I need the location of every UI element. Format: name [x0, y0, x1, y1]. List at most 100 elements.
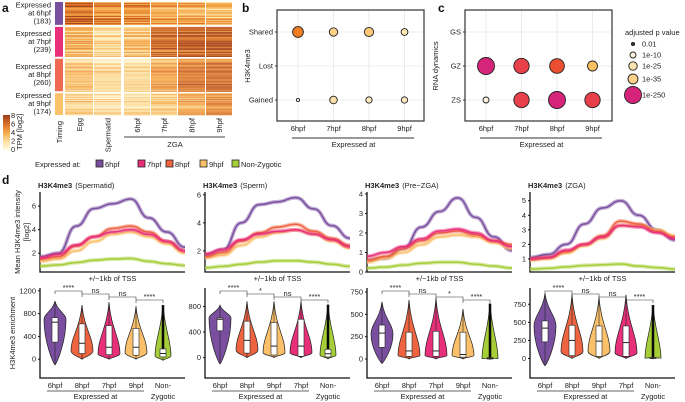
heatmap-cell	[206, 100, 232, 102]
x-tick-label: 6hpf	[375, 381, 391, 390]
heatmap-cell	[124, 62, 150, 64]
heatmap-cell	[151, 61, 177, 63]
heatmap-cell	[94, 107, 121, 109]
box	[216, 317, 224, 332]
heatmap-cell	[94, 101, 121, 103]
heatmap-cell	[206, 14, 232, 16]
heatmap-cell	[94, 20, 121, 22]
heatmap-cell	[206, 27, 232, 29]
heatmap-cell	[206, 97, 232, 99]
heatmap-cell	[178, 42, 205, 44]
y-tick-label: 400	[23, 332, 36, 341]
heatmap-cell	[178, 38, 205, 40]
y-tick-label: 2	[32, 249, 36, 258]
heatmap-cell	[206, 96, 232, 98]
heatmap-cell	[124, 80, 150, 82]
heatmap-cell	[151, 8, 177, 10]
heatmap-cell	[65, 79, 93, 81]
size-legend-key	[628, 61, 638, 71]
heatmap-cell	[94, 90, 121, 92]
heatmap-cell	[65, 19, 93, 21]
heatmap-cell	[94, 84, 121, 86]
heatmap-cell	[124, 76, 150, 78]
heatmap-cell	[206, 62, 232, 64]
heatmap-cell	[65, 49, 93, 51]
heatmap-cell	[151, 62, 177, 64]
colorbar-segment	[3, 124, 10, 126]
heatmap-cell	[178, 9, 205, 11]
x-tick-label: 9hpf	[585, 124, 601, 133]
significance-bracket	[462, 299, 491, 303]
heatmap-cell	[124, 109, 150, 111]
heatmap-cell	[151, 37, 177, 39]
heatmap-cell	[65, 62, 93, 64]
heatmap-cell	[124, 59, 150, 61]
heatmap-cell	[206, 64, 232, 66]
y-tick-label: 4	[32, 225, 36, 234]
heatmap-cell	[206, 34, 232, 36]
heatmap-cell	[151, 84, 177, 86]
heatmap-cell	[178, 65, 205, 67]
heatmap-cell	[65, 38, 93, 40]
x-tick-label: 7hpf	[294, 381, 310, 390]
box	[270, 322, 278, 356]
heatmap-cell	[94, 44, 121, 46]
heatmap-cell	[178, 43, 205, 45]
heatmap-cell	[206, 85, 232, 87]
series-line-6hpf	[39, 198, 186, 258]
colorbar-segment	[3, 149, 10, 151]
significance-label: ns	[119, 289, 127, 298]
heatmap-cell	[94, 28, 121, 30]
subplot-title: H3K4me3 (Pre−ZGA)	[365, 181, 439, 190]
x-axis-title: +/−1kb of TSS	[579, 274, 627, 283]
heatmap-cell	[178, 75, 205, 77]
heatmap-cell	[151, 71, 177, 73]
colorbar-segment	[3, 143, 10, 145]
heatmap-cell	[178, 82, 205, 84]
heatmap-cell	[94, 11, 121, 13]
heatmap-cell	[206, 17, 232, 19]
heatmap-cell	[65, 30, 93, 32]
heatmap-cell	[151, 21, 177, 23]
heatmap-cell	[94, 80, 121, 82]
colorbar-segment	[3, 148, 10, 150]
colorbar-tick: 0	[11, 145, 15, 154]
heatmap-cell	[124, 60, 150, 62]
heatmap-cell	[178, 26, 205, 28]
heatmap-cell	[151, 54, 177, 56]
heatmap-cell	[178, 7, 205, 9]
heatmap-cell	[124, 17, 150, 19]
heatmap-cell	[124, 65, 150, 67]
heatmap-cell	[94, 47, 121, 49]
heatmap-cell	[206, 103, 232, 105]
heatmap-cell	[151, 90, 177, 92]
heatmap-cell	[178, 70, 205, 72]
x-tick-label: 8hpf	[362, 124, 378, 133]
heatmap-cell	[151, 102, 177, 104]
heatmap-cell	[65, 47, 93, 49]
heatmap-cell	[206, 93, 232, 95]
heatmap-cell	[65, 108, 93, 110]
x-tick-label-line: Zygotic	[641, 392, 665, 401]
heatmap-cell	[151, 27, 177, 29]
heatmap-cell	[206, 68, 232, 70]
heatmap-cell	[124, 68, 150, 70]
heatmap-cell	[65, 50, 93, 52]
y-tick-label: 0	[359, 268, 363, 277]
heatmap-cell	[94, 98, 121, 100]
heatmap-cell	[178, 52, 205, 54]
heatmap-cell	[94, 65, 121, 67]
heatmap-cell	[151, 35, 177, 37]
heatmap-cell	[65, 20, 93, 22]
colorbar-segment	[3, 127, 10, 129]
heatmap-cell	[151, 99, 177, 101]
box	[78, 323, 86, 354]
y-tick-label: 2	[197, 246, 201, 255]
heatmap-cell	[124, 28, 150, 30]
y-tick-label: 250	[350, 332, 363, 341]
heatmap-cell	[94, 102, 121, 104]
heatmap-cell	[206, 47, 232, 49]
heatmap-cell	[65, 13, 93, 15]
row-group-label: at 8hpf	[28, 70, 52, 79]
timing-bar-1	[55, 26, 63, 57]
